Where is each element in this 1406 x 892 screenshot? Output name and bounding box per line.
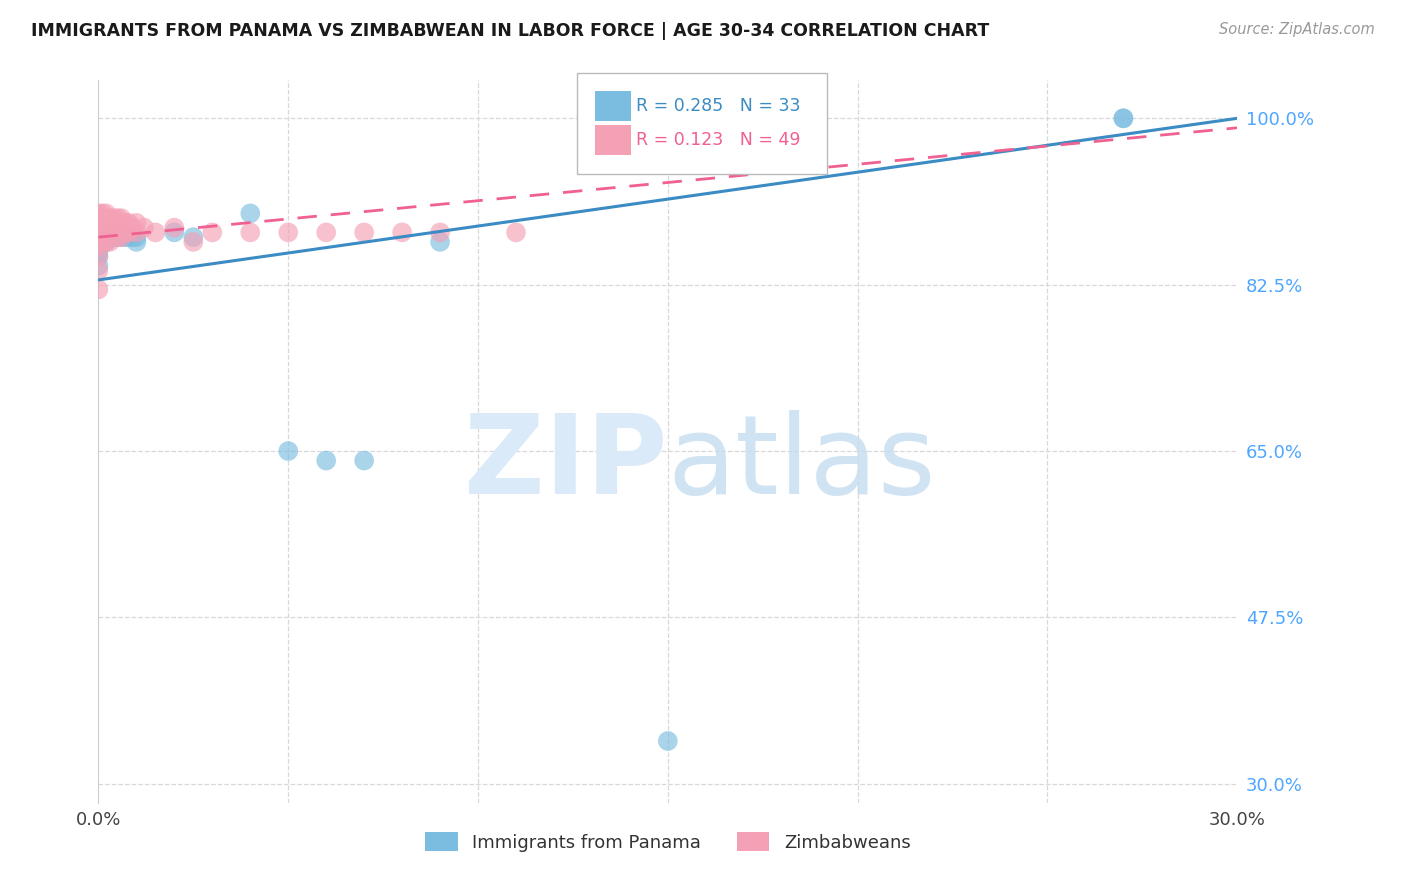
Point [118,226,141,240]
Point [353,453,375,467]
Point [87,259,110,273]
Point [657,734,679,748]
Point [94,206,117,220]
Point [201,226,224,240]
Point [114,230,136,244]
Text: IMMIGRANTS FROM PANAMA VS ZIMBABWEAN IN LABOR FORCE | AGE 30-34 CORRELATION CHAR: IMMIGRANTS FROM PANAMA VS ZIMBABWEAN IN … [31,22,990,40]
FancyBboxPatch shape [595,91,631,121]
Point [87,282,110,296]
Legend: Immigrants from Panama, Zimbabweans: Immigrants from Panama, Zimbabweans [418,825,918,859]
Point [163,226,186,240]
Point [110,230,132,244]
Point [94,216,117,230]
Point [315,453,337,467]
Point [87,240,110,254]
Text: atlas: atlas [668,409,936,516]
Point [132,220,155,235]
Point [87,216,110,230]
Point [239,206,262,220]
Point [87,206,110,220]
Point [121,220,143,235]
Text: ZIP: ZIP [464,409,668,516]
Point [107,211,129,226]
Point [277,226,299,240]
Point [391,226,413,240]
Point [91,226,114,240]
Point [110,211,132,226]
Point [103,211,125,226]
Point [94,235,117,249]
Point [103,220,125,235]
Point [114,216,136,230]
FancyBboxPatch shape [576,73,827,174]
Point [98,211,121,226]
Point [125,216,148,230]
Point [87,263,110,277]
Point [1112,112,1135,126]
Point [110,220,132,235]
Point [114,226,136,240]
Point [125,230,148,244]
Point [91,235,114,249]
Point [505,226,527,240]
Point [183,230,205,244]
Point [98,235,121,249]
Point [103,226,125,240]
Point [94,226,117,240]
Point [98,226,121,240]
Point [87,249,110,263]
Point [98,226,121,240]
Point [91,216,114,230]
Point [94,230,117,244]
Point [239,226,262,240]
Point [125,226,148,240]
Point [429,226,451,240]
Point [94,226,117,240]
Point [353,226,375,240]
Text: Source: ZipAtlas.com: Source: ZipAtlas.com [1219,22,1375,37]
Point [110,230,132,244]
Text: R = 0.285   N = 33: R = 0.285 N = 33 [636,97,800,115]
Point [1112,112,1135,126]
Point [107,230,129,244]
Point [87,244,110,259]
Point [87,220,110,235]
Point [145,226,167,240]
FancyBboxPatch shape [595,125,631,155]
Point [107,226,129,240]
Point [87,240,110,254]
Point [103,230,125,244]
Point [91,206,114,220]
Point [87,230,110,244]
Point [87,226,110,240]
Point [315,226,337,240]
Point [98,230,121,244]
Point [87,211,110,226]
Point [87,235,110,249]
Text: R = 0.123   N = 49: R = 0.123 N = 49 [636,131,800,149]
Point [87,249,110,263]
Point [87,230,110,244]
Point [87,226,110,240]
Point [118,216,141,230]
Point [87,226,110,240]
Point [121,230,143,244]
Point [94,235,117,249]
Point [107,230,129,244]
Point [429,235,451,249]
Point [118,230,141,244]
Point [183,235,205,249]
Point [163,220,186,235]
Point [125,235,148,249]
Point [98,216,121,230]
Point [277,444,299,458]
Point [107,220,129,235]
